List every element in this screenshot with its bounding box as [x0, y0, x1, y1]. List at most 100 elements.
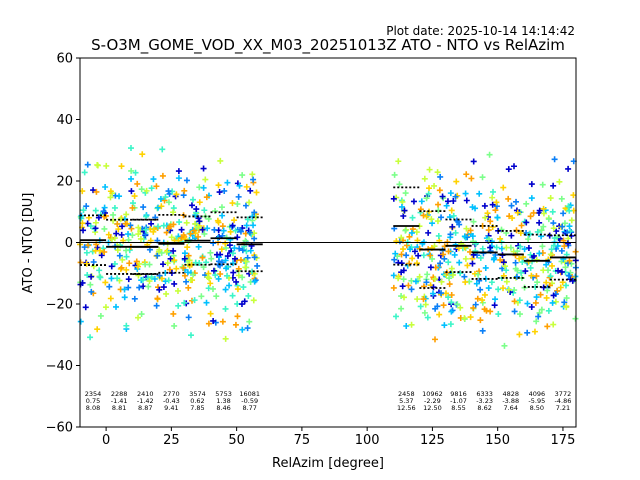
scatter-point — [118, 215, 125, 222]
scatter-point — [251, 278, 258, 285]
scatter-point — [438, 214, 445, 221]
scatter-point — [492, 207, 499, 214]
scatter-point — [549, 262, 555, 269]
scatter-point — [516, 297, 523, 304]
scatter-point — [461, 273, 468, 280]
scatter-point — [157, 195, 164, 202]
scatter-point — [166, 266, 173, 273]
scatter-point — [543, 279, 550, 286]
scatter-point — [432, 336, 439, 343]
scatter-point — [538, 306, 545, 313]
scatter-point — [188, 332, 194, 339]
scatter-point — [452, 229, 459, 236]
scatter-point — [429, 255, 436, 262]
bin-std-label: 8.81 — [112, 404, 126, 412]
scatter-point — [423, 195, 430, 202]
scatter-point — [549, 208, 556, 215]
scatter-point — [435, 232, 442, 239]
scatter-point — [489, 201, 496, 208]
bin-mean-label: -1.42 — [137, 397, 154, 405]
scatter-point — [526, 230, 533, 237]
scatter-point — [222, 257, 229, 264]
scatter-point — [445, 294, 452, 301]
scatter-point — [235, 265, 242, 272]
scatter-point — [232, 321, 239, 328]
scatter-point — [528, 181, 535, 188]
scatter-point — [215, 275, 222, 282]
x-tick-label: 0 — [102, 433, 110, 448]
scatter-point — [136, 284, 143, 291]
scatter-point — [479, 327, 486, 334]
scatter-point — [123, 322, 130, 329]
x-tick-label: 25 — [163, 433, 180, 448]
scatter-point — [145, 283, 152, 290]
scatter-point — [438, 290, 445, 297]
scatter-point — [549, 299, 556, 306]
scatter-point — [497, 256, 504, 263]
scatter-point — [435, 201, 442, 208]
bin-std-label: 9.41 — [164, 404, 178, 412]
scatter-point — [408, 229, 415, 236]
scatter-point — [231, 245, 238, 252]
bin-count-label: 3772 — [555, 390, 572, 398]
bin-mean-label: -3.88 — [502, 397, 519, 405]
scatter-point — [231, 255, 238, 262]
scatter-point — [239, 247, 246, 254]
scatter-point — [242, 202, 249, 209]
scatter-point — [500, 259, 507, 266]
scatter-point — [483, 307, 490, 314]
scatter-point — [219, 223, 226, 230]
scatter-point — [399, 198, 406, 205]
scatter-point — [441, 322, 448, 329]
scatter-point — [84, 242, 91, 249]
scatter-point — [219, 212, 226, 219]
scatter-point — [456, 259, 463, 266]
scatter-point — [402, 190, 409, 197]
scatter-point — [484, 210, 491, 217]
plot-date: Plot date: 2025-10-14 14:14:42 — [386, 24, 575, 38]
scatter-point — [511, 308, 518, 315]
scatter-point — [195, 243, 202, 250]
scatter-point — [95, 214, 102, 221]
scatter-point — [516, 255, 523, 262]
scatter-point — [215, 258, 222, 265]
scatter-point — [253, 189, 260, 196]
scatter-point — [406, 233, 413, 240]
scatter-point — [178, 226, 185, 233]
scatter-point — [247, 187, 254, 194]
scatter-point — [447, 321, 454, 328]
scatter-point — [400, 276, 407, 283]
bin-mean-label: -3.23 — [476, 397, 493, 405]
scatter-point — [170, 221, 177, 228]
scatter-point — [119, 256, 126, 263]
scatter-point — [534, 228, 541, 235]
scatter-point — [469, 233, 476, 240]
scatter-point — [244, 216, 251, 223]
scatter-point — [111, 260, 118, 267]
scatter-point — [390, 195, 397, 202]
scatter-point — [140, 204, 147, 211]
scatter-point — [114, 247, 121, 254]
scatter-point — [536, 250, 543, 257]
scatter-point — [462, 190, 469, 197]
scatter-point — [159, 146, 166, 153]
scatter-point — [467, 227, 474, 234]
scatter-point — [561, 243, 568, 250]
scatter-point — [463, 197, 470, 204]
scatter-point — [489, 224, 496, 231]
scatter-point — [224, 253, 231, 260]
scatter-point — [100, 208, 107, 215]
scatter-point — [530, 209, 537, 216]
scatter-point — [447, 231, 454, 238]
scatter-point — [195, 215, 202, 222]
scatter-point — [559, 223, 566, 230]
scatter-point — [561, 259, 568, 266]
scatter-point — [165, 199, 172, 206]
scatter-point — [551, 156, 558, 163]
scatter-point — [523, 200, 530, 207]
scatter-point — [112, 303, 119, 310]
scatter-point — [198, 293, 205, 300]
scatter-point — [230, 269, 237, 276]
scatter-point — [165, 225, 172, 232]
scatter-point — [163, 248, 170, 255]
